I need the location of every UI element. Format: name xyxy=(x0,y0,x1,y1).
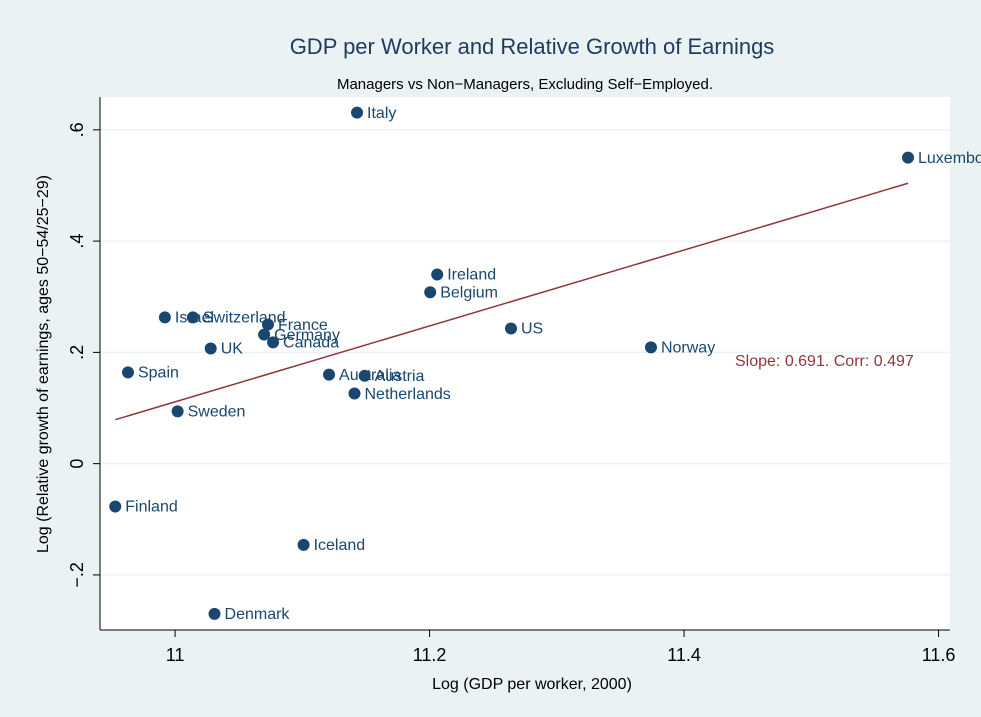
point xyxy=(258,328,271,341)
point xyxy=(351,106,364,119)
x-tick-label: 11.2 xyxy=(413,645,447,665)
point xyxy=(171,405,184,418)
point xyxy=(902,151,915,164)
point xyxy=(267,336,280,349)
y-tick-label: 0 xyxy=(67,459,87,469)
point-label: Sweden xyxy=(188,404,246,421)
point-label: Netherlands xyxy=(364,386,450,403)
point-label: Ireland xyxy=(447,267,496,284)
y-tick-label: −.2 xyxy=(67,562,87,588)
point xyxy=(297,538,310,551)
point xyxy=(109,500,122,513)
point-label: Finland xyxy=(125,499,177,516)
point xyxy=(348,387,361,400)
chart-title: GDP per Worker and Relative Growth of Ea… xyxy=(290,34,775,59)
point-label: Norway xyxy=(661,340,715,357)
point xyxy=(204,342,217,355)
x-tick-label: 11.4 xyxy=(667,645,701,665)
point-label: Denmark xyxy=(225,606,291,623)
x-tick-label: 11 xyxy=(166,645,185,665)
point xyxy=(208,607,221,620)
point-label: Germany xyxy=(274,327,340,344)
x-tick-label: 11.6 xyxy=(922,645,956,665)
y-tick-label: .2 xyxy=(67,345,87,360)
point-label: France xyxy=(278,317,328,334)
point xyxy=(358,369,371,382)
point-label: Austria xyxy=(375,368,425,385)
point-label: Luxembourg xyxy=(918,150,981,167)
fit-line xyxy=(115,182,909,421)
annotation: Slope: 0.691. Corr: 0.497 xyxy=(735,353,914,370)
point xyxy=(121,366,134,379)
x-axis-title: Log (GDP per worker, 2000) xyxy=(432,676,632,693)
point xyxy=(424,286,437,299)
point xyxy=(186,311,199,324)
point-label: Iceland xyxy=(314,537,366,554)
point-label: Belgium xyxy=(440,285,498,302)
point-label: US xyxy=(521,321,543,338)
chart-subtitle: Managers vs Non−Managers, Excluding Self… xyxy=(337,76,713,93)
y-axis-title: Log (Relative growth of earnings, ages 5… xyxy=(35,175,52,553)
point-label: Spain xyxy=(138,365,179,382)
point xyxy=(158,311,171,324)
plot-area xyxy=(100,97,950,630)
point xyxy=(505,322,518,335)
point-label: Canada xyxy=(283,335,339,352)
point xyxy=(323,368,336,381)
point-label: UK xyxy=(221,341,244,358)
point xyxy=(261,318,274,331)
y-tick-label: .4 xyxy=(67,234,87,249)
point xyxy=(644,341,657,354)
point xyxy=(431,268,444,281)
y-tick-label: .6 xyxy=(67,122,87,137)
point-label: Italy xyxy=(367,105,396,122)
